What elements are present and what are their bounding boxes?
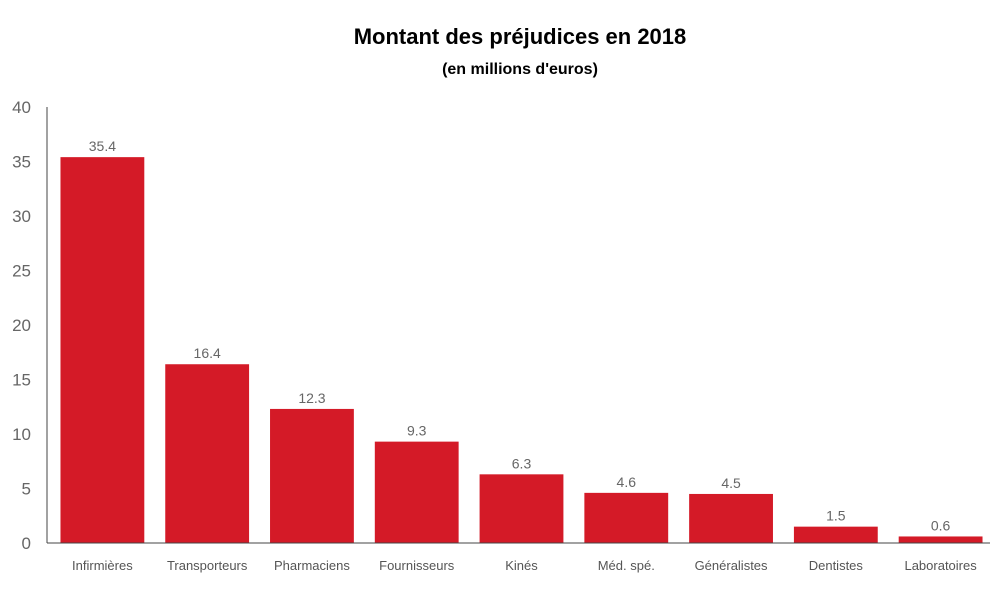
y-tick-label: 30: [12, 207, 31, 226]
data-label: 16.4: [194, 345, 221, 361]
y-axis-ticks: 0 5 10 15 20 25 30 35 40: [12, 98, 31, 553]
y-tick-label: 25: [12, 262, 31, 281]
bar: [60, 157, 145, 543]
y-tick-label: 0: [22, 534, 31, 553]
bars: [60, 157, 983, 543]
x-tick-label: Généralistes: [695, 558, 768, 573]
chart-subtitle: (en millions d'euros): [442, 61, 598, 78]
x-tick-label: Laboratoires: [904, 558, 977, 573]
bar: [374, 441, 459, 543]
y-tick-label: 15: [12, 371, 31, 390]
x-tick-label: Infirmières: [72, 558, 133, 573]
data-label: 1.5: [826, 508, 846, 524]
bar: [165, 364, 250, 543]
data-label: 4.5: [721, 475, 741, 491]
bar: [270, 408, 354, 543]
bar: [898, 536, 983, 543]
x-tick-label: Pharmaciens: [274, 558, 350, 573]
data-label: 0.6: [931, 517, 951, 533]
data-label: 4.6: [617, 474, 637, 490]
x-tick-label: Méd. spé.: [598, 558, 655, 573]
x-tick-label: Dentistes: [809, 558, 864, 573]
bar: [479, 474, 564, 543]
data-label: 6.3: [512, 455, 532, 471]
x-tick-label: Transporteurs: [167, 558, 248, 573]
data-labels: 35.4 16.4 12.3 9.3 6.3 4.6 4.5 1.5 0.6: [89, 138, 951, 533]
x-axis-categories: Infirmières Transporteurs Pharmaciens Fourn…: [72, 558, 977, 573]
data-label: 12.3: [298, 390, 325, 406]
y-tick-label: 35: [12, 153, 31, 172]
bar: [793, 526, 878, 543]
data-label: 9.3: [407, 423, 427, 439]
y-tick-label: 5: [22, 480, 31, 499]
bar: [689, 493, 773, 543]
bar: [584, 492, 669, 543]
y-tick-label: 10: [12, 425, 31, 444]
y-tick-label: 20: [12, 316, 31, 335]
x-tick-label: Fournisseurs: [379, 558, 455, 573]
y-tick-label: 40: [12, 98, 31, 117]
chart-title: Montant des préjudices en 2018: [353, 24, 687, 49]
data-label: 35.4: [89, 138, 116, 154]
x-tick-label: Kinés: [505, 558, 538, 573]
